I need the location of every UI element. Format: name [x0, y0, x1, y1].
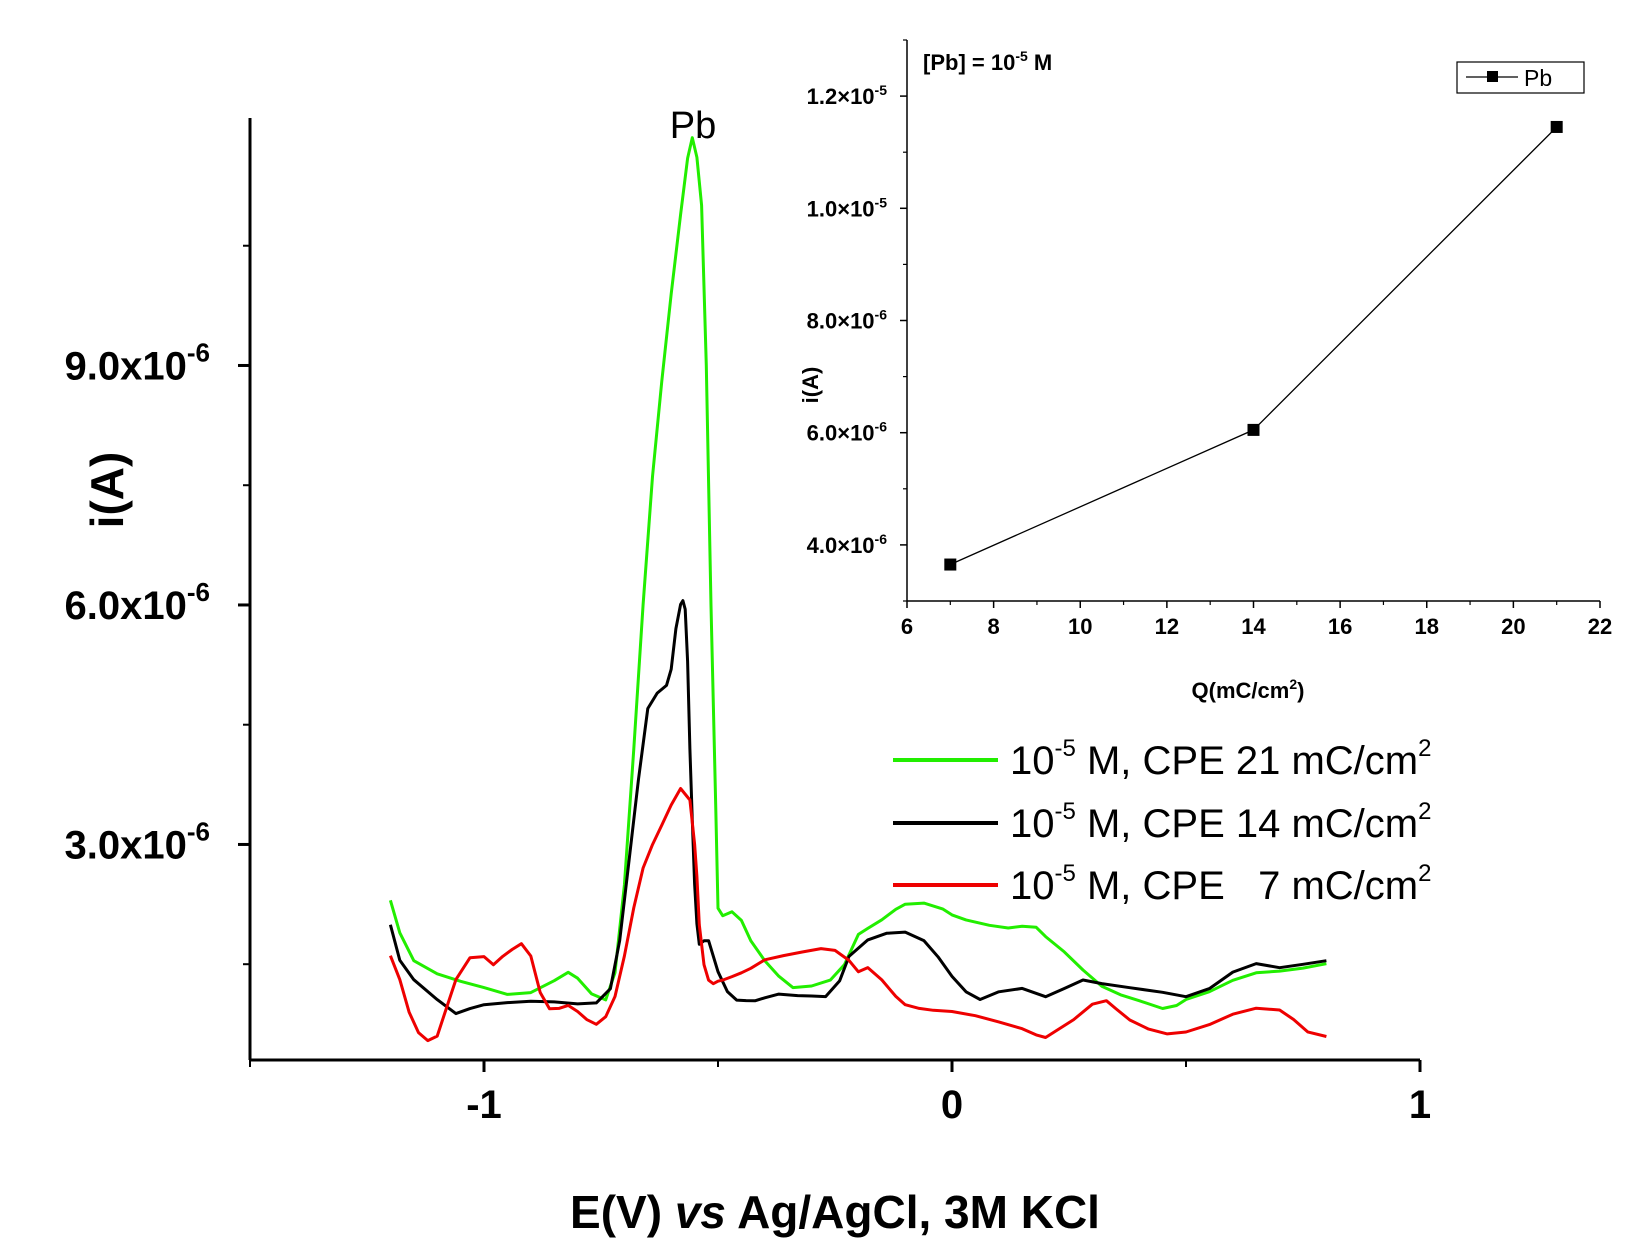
inset-x-tick-label: 20	[1501, 614, 1525, 639]
legend-label-7: 10-5 M, CPE 7 mC/cm2	[1010, 860, 1431, 908]
inset-point	[1247, 423, 1260, 436]
inset-y-tick-label: 1.2×10-5	[807, 82, 888, 109]
inset-x-ticks: 6 8 10 12 14 16 18 20 22	[901, 601, 1612, 639]
inset-x-tick-label: 16	[1328, 614, 1352, 639]
legend-entry-7: 10-5 M, CPE 7 mC/cm2	[893, 860, 1431, 908]
inset-x-tick-label: 12	[1155, 614, 1179, 639]
main-x-axis-title: E(V) vs Ag/AgCl, 3M KCl	[570, 1186, 1100, 1238]
main-x-tick-label: 0	[941, 1083, 963, 1127]
legend-label-14: 10-5 M, CPE 14 mC/cm2	[1010, 798, 1431, 846]
main-y-axis-title: i(A)	[81, 452, 133, 529]
inset-point	[1550, 120, 1563, 133]
inset-point	[944, 558, 957, 571]
main-y-ticks: 3.0x10-6 6.0x10-6 9.0x10-6	[65, 244, 250, 966]
inset-y-tick-label: 4.0×10-6	[807, 531, 888, 558]
inset-legend-marker	[1487, 71, 1498, 82]
inset-annotation: [Pb] = 10-5 M	[923, 48, 1052, 75]
inset-y-tick-label: 1.0×10-5	[807, 194, 888, 221]
pb-peak-annotation: Pb	[670, 105, 716, 147]
main-y-tick-label: 3.0x10-6	[65, 816, 210, 867]
legend-entry-14: 10-5 M, CPE 14 mC/cm2	[893, 798, 1431, 846]
inset-chart: 4.0×10-6 6.0×10-6 8.0×10-6 1.0×10-5 1.2×10-5…	[798, 39, 1612, 703]
main-legend: 10-5 M, CPE 21 mC/cm2 10-5 M, CPE 14 mC/…	[893, 735, 1431, 908]
inset-y-axis-title: i(A)	[798, 367, 823, 404]
inset-x-tick-label: 8	[988, 614, 1000, 639]
trace-14	[388, 599, 1327, 1016]
inset-x-tick-label: 22	[1588, 614, 1612, 639]
inset-x-tick-label: 6	[901, 614, 913, 639]
inset-x-tick-label: 10	[1068, 614, 1092, 639]
main-y-tick-label: 6.0x10-6	[65, 577, 210, 628]
main-traces	[388, 136, 1327, 1043]
legend-entry-21: 10-5 M, CPE 21 mC/cm2	[893, 735, 1431, 783]
trace-7	[389, 787, 1327, 1043]
inset-x-tick-label: 18	[1415, 614, 1439, 639]
main-x-tick-label: 1	[1409, 1083, 1431, 1127]
main-chart: 3.0x10-6 6.0x10-6 9.0x10-6 -1 0 1 Pb i(A) E(…	[65, 105, 1432, 1238]
inset-line-pb	[950, 126, 1558, 566]
main-x-tick-label: -1	[466, 1083, 502, 1127]
inset-y-ticks: 4.0×10-6 6.0×10-6 8.0×10-6 1.0×10-5 1.2×10-5	[807, 39, 907, 602]
inset-legend: Pb	[1456, 61, 1585, 94]
inset-y-tick-label: 8.0×10-6	[807, 307, 888, 334]
inset-series	[944, 120, 1563, 571]
inset-x-tick-label: 14	[1241, 614, 1266, 639]
inset-y-tick-label: 6.0×10-6	[807, 419, 888, 446]
inset-legend-label: Pb	[1524, 65, 1552, 91]
main-x-ticks: -1 0 1	[249, 1060, 1431, 1127]
inset-x-axis-title: Q(mC/cm2)	[1192, 676, 1305, 703]
main-y-tick-label: 9.0x10-6	[65, 337, 210, 388]
legend-label-21: 10-5 M, CPE 21 mC/cm2	[1010, 735, 1431, 783]
